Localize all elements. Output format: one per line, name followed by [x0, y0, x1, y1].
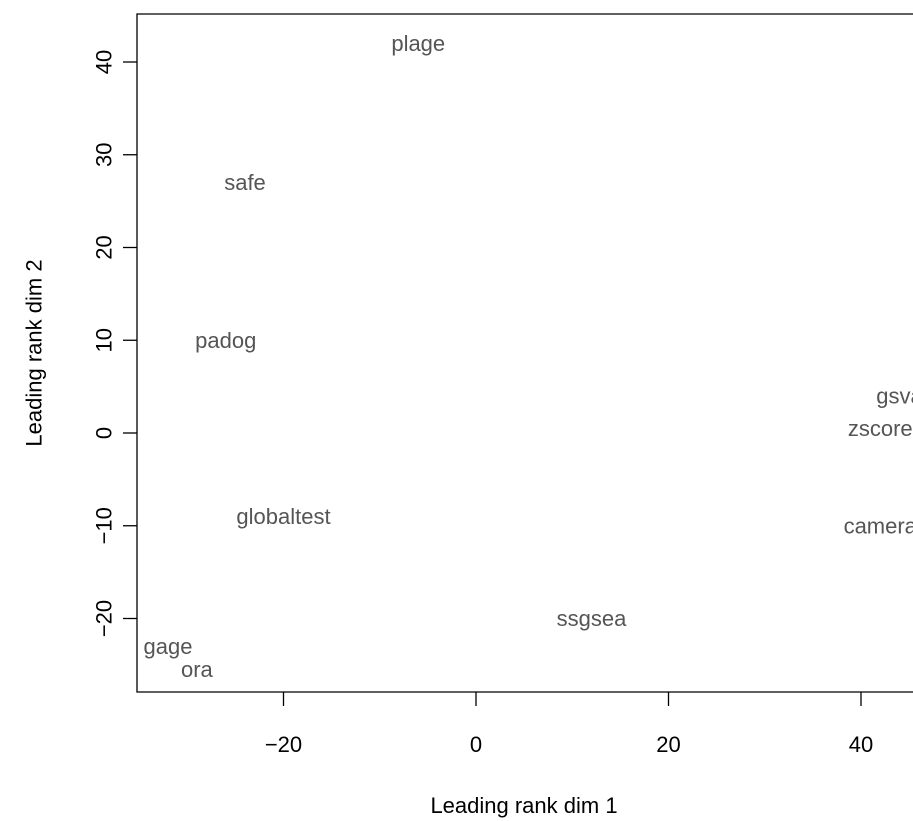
y-tick-label: −10 — [92, 507, 117, 544]
x-tick-label: −20 — [265, 732, 302, 757]
y-axis-title: Leading rank dim 2 — [22, 259, 47, 446]
x-tick-label: 20 — [656, 732, 680, 757]
y-tick-label: 20 — [92, 235, 117, 259]
point-label-gsva: gsva — [876, 383, 913, 408]
points-group: plage safe padog gsva zscore globaltest camera… — [144, 31, 913, 682]
point-label-safe: safe — [224, 170, 266, 195]
x-axis-title: Leading rank dim 1 — [430, 793, 617, 818]
y-tick-label: 0 — [92, 427, 117, 439]
point-label-ora: ora — [181, 657, 214, 682]
point-label-gage: gage — [144, 634, 193, 659]
point-label-padog: padog — [195, 328, 256, 353]
y-tick-label: 40 — [92, 50, 117, 74]
plot-frame — [136, 13, 913, 693]
x-tick-label: 40 — [849, 732, 873, 757]
point-label-ssgsea: ssgsea — [557, 606, 627, 631]
x-tick-label: 0 — [470, 732, 482, 757]
point-label-globaltest: globaltest — [236, 504, 330, 529]
y-tick-label: 30 — [92, 143, 117, 167]
point-label-camera: camera — [844, 513, 913, 538]
point-label-zscore: zscore — [848, 416, 913, 441]
point-label-plage: plage — [391, 31, 445, 56]
y-tick-label: −20 — [92, 600, 117, 637]
y-tick-label: 10 — [92, 328, 117, 352]
